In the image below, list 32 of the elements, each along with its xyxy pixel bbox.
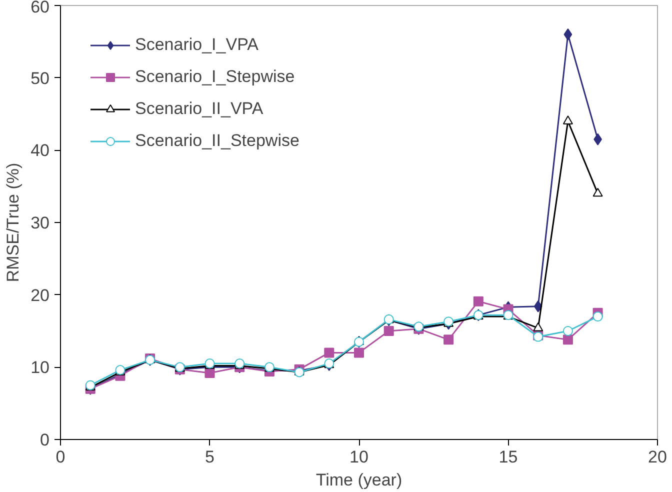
legend-label: Scenario_I_VPA (135, 35, 258, 55)
point (473, 296, 484, 306)
point (384, 326, 394, 336)
x-tick-label: 15 (498, 448, 518, 466)
point (592, 312, 603, 322)
x-tick-label: 10 (350, 448, 368, 466)
point (562, 334, 573, 345)
point (354, 348, 364, 358)
x-axis-title: Time (year) (316, 470, 402, 490)
x-tick-label: 20 (648, 448, 667, 466)
point (444, 334, 454, 345)
point (204, 368, 215, 378)
point (534, 300, 542, 312)
legend-label: Scenario_I_Stepwise (135, 67, 295, 87)
point (324, 348, 334, 358)
y-tick-label: 30 (30, 214, 50, 232)
x-tick-label: 0 (56, 448, 66, 466)
y-tick-label: 10 (30, 358, 50, 378)
point (592, 188, 603, 197)
y-tick-label: 60 (30, 0, 50, 16)
y-tick-label: 40 (30, 141, 50, 160)
point (562, 326, 573, 336)
y-tick-label: 0 (40, 430, 50, 450)
point (564, 28, 572, 40)
y-tick-label: 20 (30, 286, 50, 305)
x-tick-label: 5 (205, 448, 214, 466)
point (533, 322, 544, 332)
y-axis-title: RMSE/True (%) (4, 162, 23, 282)
legend-label: Scenario_II_VPA (135, 99, 264, 119)
point (562, 116, 573, 124)
legend-label: Scenario_II_Stepwise (135, 131, 300, 151)
y-tick-label: 50 (30, 68, 50, 88)
